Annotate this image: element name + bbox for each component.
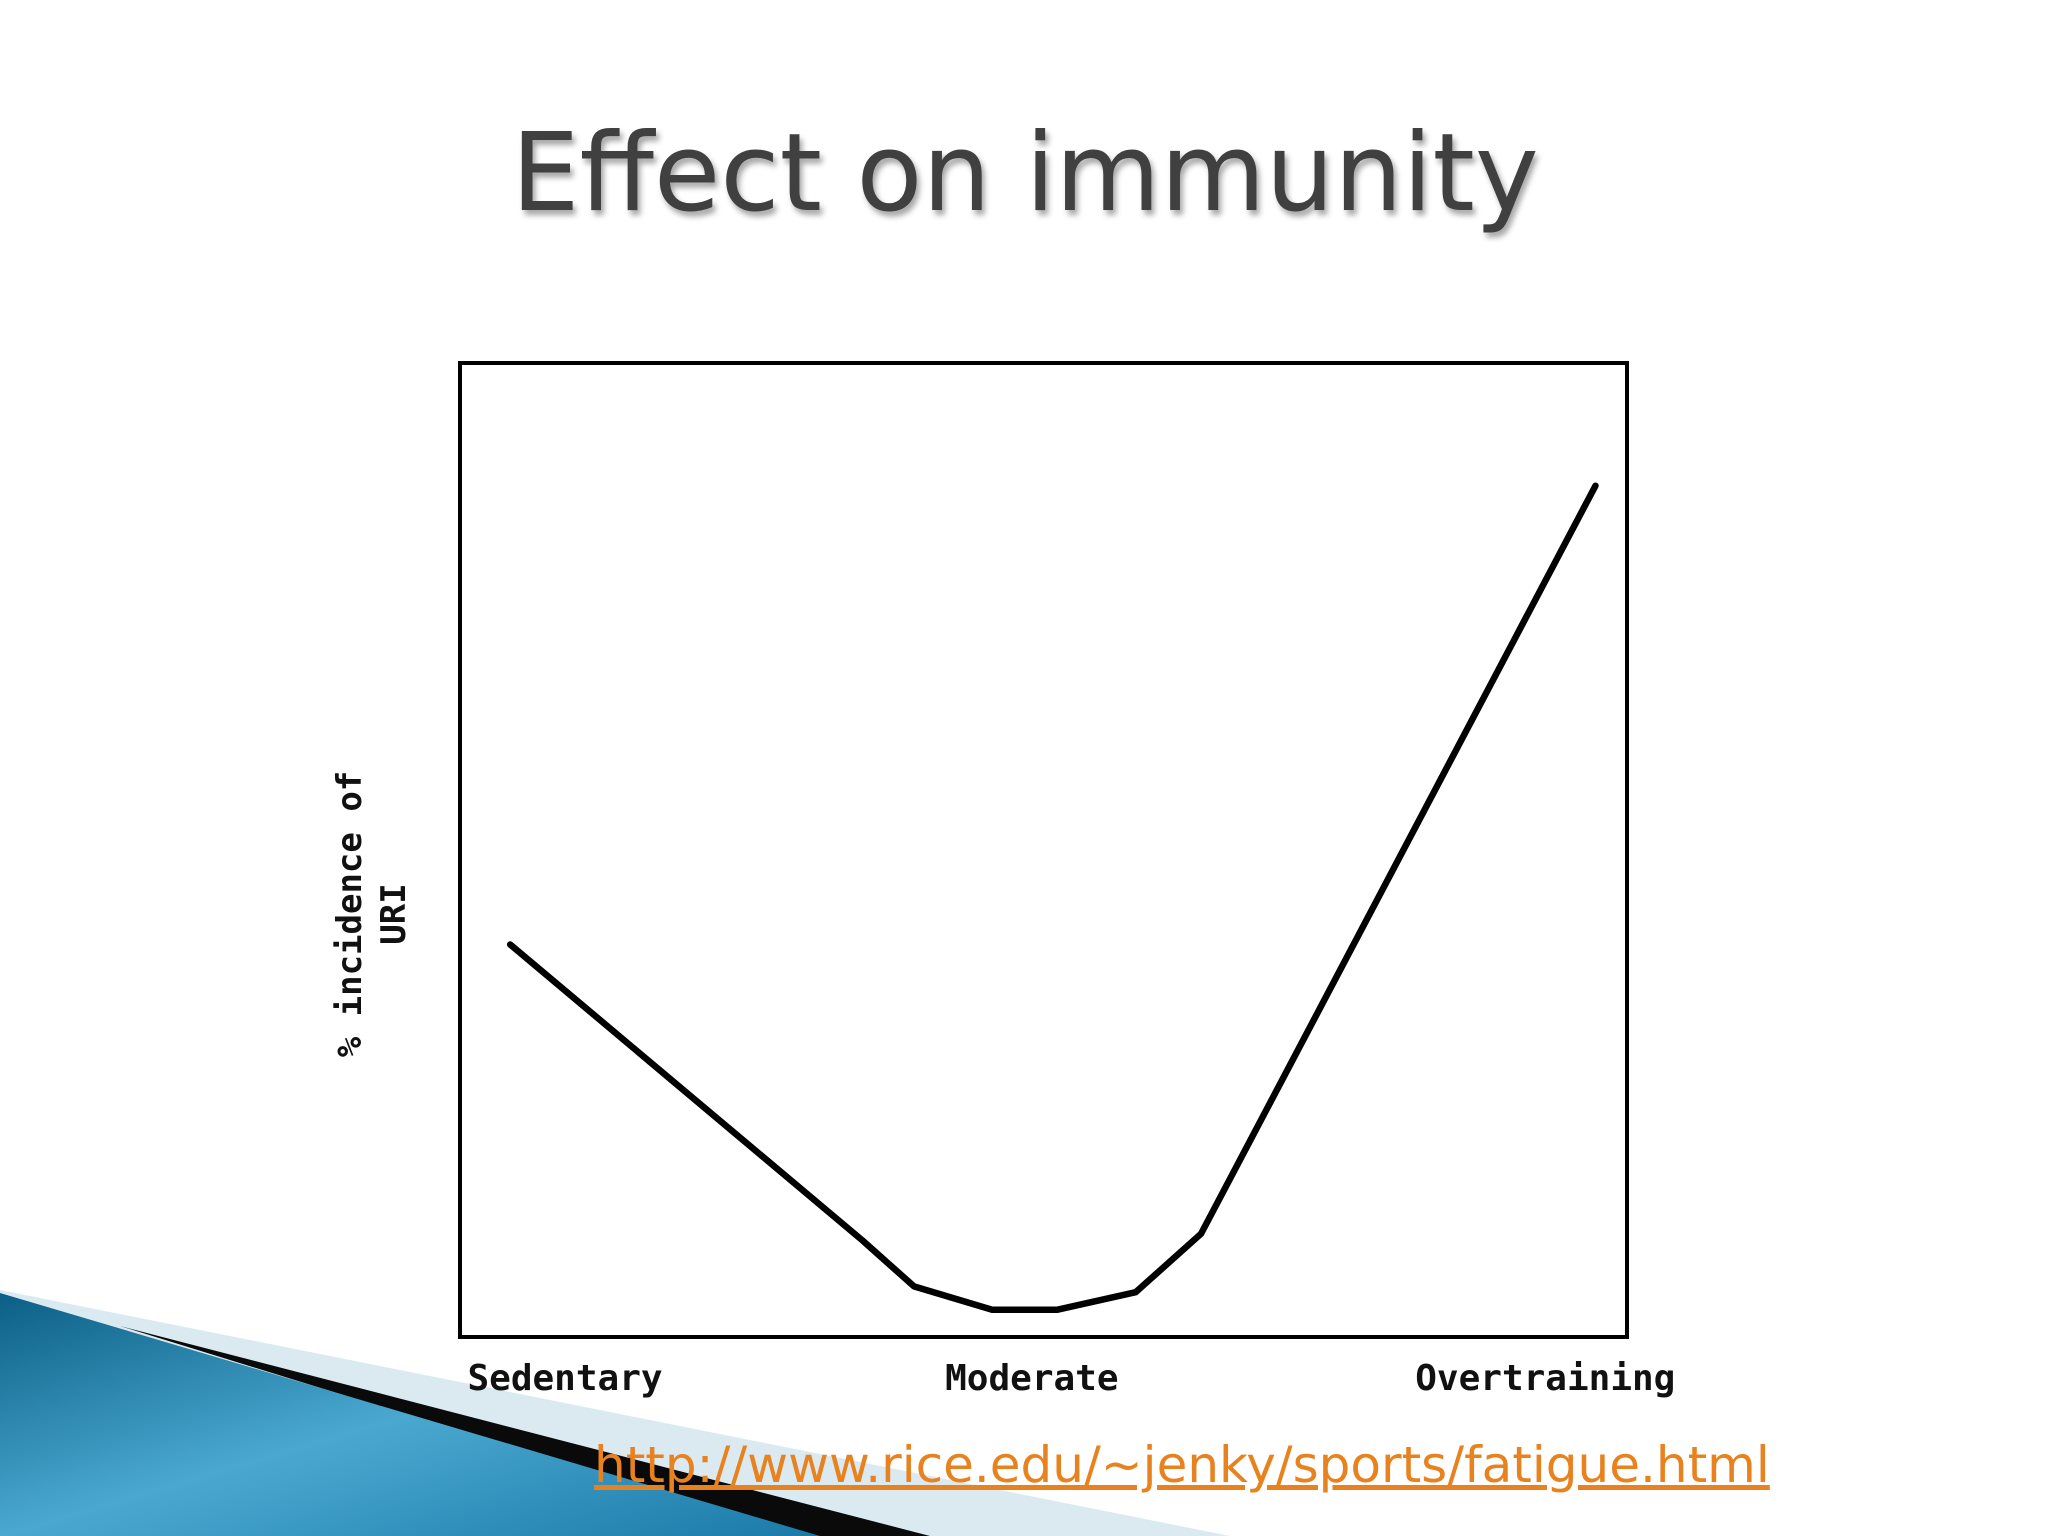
chart-title: Effect on immunity	[511, 111, 1539, 236]
plot-frame	[458, 361, 1629, 1339]
y-axis-label: % incidence of URI	[330, 770, 414, 1058]
decor-blue	[0, 1293, 820, 1536]
data-line	[506, 482, 1599, 1313]
x-tick-label: Sedentary	[467, 1358, 662, 1399]
decor-black	[120, 1326, 930, 1536]
source-link[interactable]: http://www.rice.edu/~jenky/sports/fatigu…	[594, 1436, 1770, 1494]
x-tick-label: Moderate	[945, 1358, 1118, 1399]
x-tick-label: Overtraining	[1415, 1358, 1675, 1399]
